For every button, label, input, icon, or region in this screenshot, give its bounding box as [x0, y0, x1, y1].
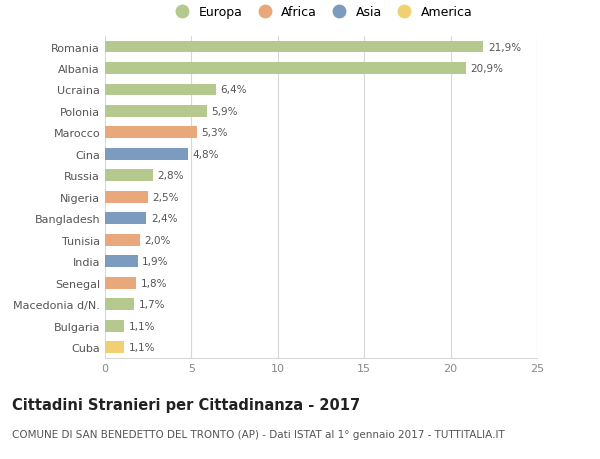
Text: 2,0%: 2,0%	[144, 235, 170, 245]
Bar	[105, 106, 207, 118]
Bar	[105, 84, 215, 96]
Text: 5,9%: 5,9%	[211, 106, 238, 117]
Bar	[105, 191, 148, 203]
Bar	[105, 256, 138, 268]
Text: Cittadini Stranieri per Cittadinanza - 2017: Cittadini Stranieri per Cittadinanza - 2…	[12, 397, 360, 412]
Text: 1,1%: 1,1%	[128, 342, 155, 353]
Bar	[105, 234, 140, 246]
Bar	[105, 298, 134, 310]
Text: 4,8%: 4,8%	[192, 150, 219, 160]
Bar	[105, 277, 136, 289]
Text: 1,8%: 1,8%	[140, 278, 167, 288]
Bar	[105, 41, 484, 53]
Text: 1,1%: 1,1%	[128, 321, 155, 331]
Text: 2,5%: 2,5%	[152, 192, 179, 202]
Bar	[105, 213, 146, 224]
Bar	[105, 341, 124, 353]
Text: 5,3%: 5,3%	[201, 128, 227, 138]
Bar	[105, 127, 197, 139]
Text: 21,9%: 21,9%	[488, 42, 521, 52]
Legend: Europa, Africa, Asia, America: Europa, Africa, Asia, America	[164, 1, 478, 24]
Text: 20,9%: 20,9%	[470, 64, 503, 74]
Text: 1,9%: 1,9%	[142, 257, 169, 267]
Text: 2,8%: 2,8%	[158, 171, 184, 181]
Bar	[105, 320, 124, 332]
Bar	[105, 170, 154, 182]
Bar	[105, 149, 188, 160]
Text: 6,4%: 6,4%	[220, 85, 247, 95]
Bar	[105, 63, 466, 75]
Text: 1,7%: 1,7%	[139, 299, 165, 309]
Text: 2,4%: 2,4%	[151, 214, 177, 224]
Text: COMUNE DI SAN BENEDETTO DEL TRONTO (AP) - Dati ISTAT al 1° gennaio 2017 - TUTTIT: COMUNE DI SAN BENEDETTO DEL TRONTO (AP) …	[12, 429, 505, 439]
